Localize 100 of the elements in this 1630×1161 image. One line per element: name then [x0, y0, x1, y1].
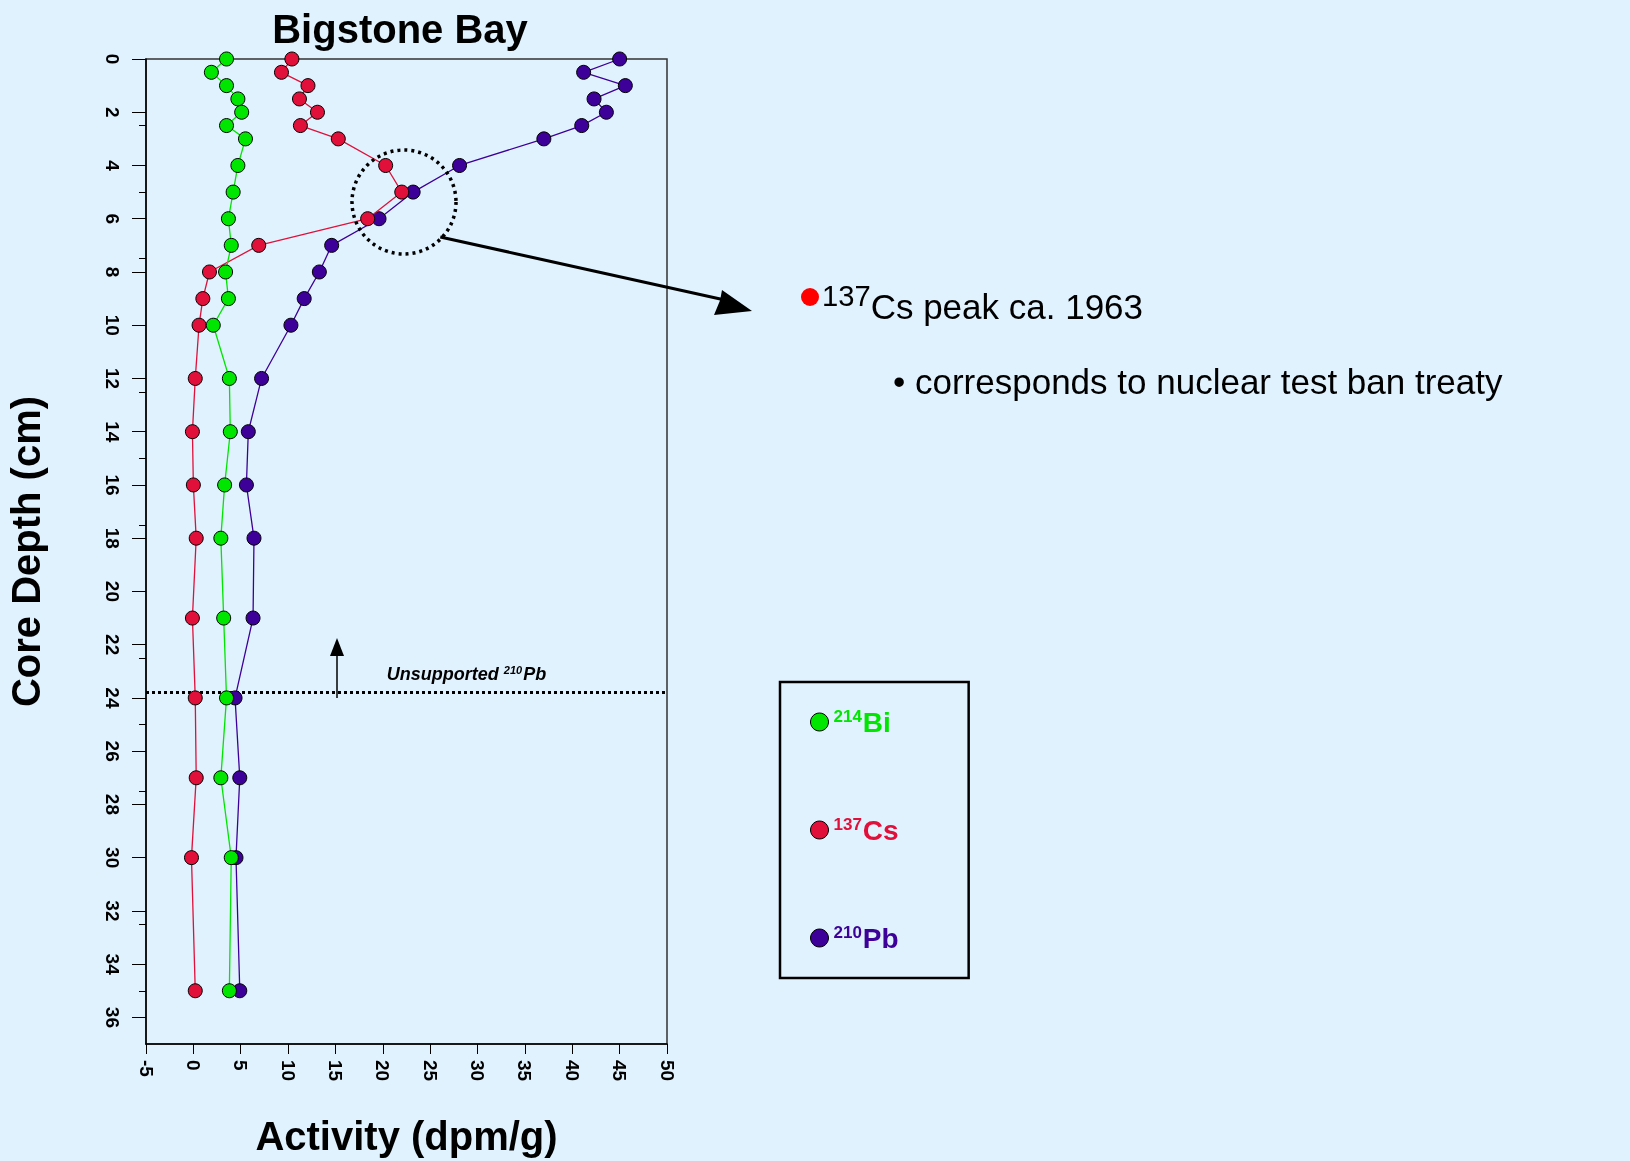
- y-tick-label: 34: [102, 953, 123, 976]
- point: [586, 91, 602, 107]
- x-tick-label: 5: [230, 1060, 252, 1071]
- point: [311, 264, 327, 280]
- point: [283, 317, 299, 333]
- point: [203, 64, 219, 80]
- point: [612, 51, 628, 67]
- point: [237, 131, 253, 147]
- point: [218, 264, 234, 280]
- point: [213, 770, 229, 786]
- chart-title: Bigstone Bay: [272, 7, 529, 51]
- point: [598, 104, 614, 120]
- point: [201, 264, 217, 280]
- x-tick-label: 30: [467, 1060, 489, 1082]
- point: [378, 157, 394, 173]
- y-tick-label: 20: [102, 580, 123, 602]
- point: [213, 530, 229, 546]
- point: [292, 118, 308, 134]
- point: [360, 211, 376, 227]
- point: [195, 291, 211, 307]
- point: [254, 370, 270, 386]
- x-axis-title: Activity (dpm/g): [255, 1114, 558, 1158]
- y-tick-label: 4: [102, 160, 123, 172]
- point: [245, 610, 261, 626]
- point: [223, 850, 239, 866]
- point: [300, 78, 316, 94]
- y-tick-label: 12: [102, 367, 123, 390]
- x-tick-label: 40: [561, 1060, 583, 1082]
- point: [188, 530, 204, 546]
- y-tick-label: 10: [102, 314, 123, 336]
- point: [221, 370, 237, 386]
- x-tick-label: 45: [609, 1060, 631, 1082]
- y-tick-label: 36: [102, 1006, 123, 1028]
- point: [225, 184, 241, 200]
- x-tick-label: 20: [372, 1060, 394, 1082]
- point: [234, 104, 250, 120]
- point: [273, 64, 289, 80]
- y-tick-label: 18: [102, 527, 123, 549]
- point: [219, 78, 235, 94]
- point: [230, 91, 246, 107]
- point: [230, 157, 246, 173]
- y-tick-label: 32: [102, 900, 123, 922]
- point: [291, 91, 307, 107]
- y-tick-label: 14: [102, 421, 123, 443]
- point: [187, 690, 203, 706]
- y-tick-label: 26: [102, 740, 123, 762]
- x-tick-label: 15: [324, 1060, 346, 1082]
- text: • corresponds to nuclear test ban treaty: [893, 362, 1503, 402]
- y-tick-label: 8: [102, 266, 123, 278]
- point: [232, 770, 248, 786]
- y-tick-label: 6: [102, 213, 123, 225]
- point: [394, 184, 410, 200]
- y-tick-label: 30: [102, 847, 123, 869]
- y-tick-label: 0: [102, 53, 123, 65]
- point: [238, 477, 254, 493]
- y-tick-label: 24: [102, 687, 123, 709]
- point: [220, 211, 236, 227]
- point: [191, 317, 207, 333]
- y-axis-title: Core Depth (cm): [4, 395, 48, 708]
- point: [187, 983, 203, 999]
- y-tick-label: 28: [102, 793, 123, 815]
- point: [330, 131, 346, 147]
- y-tick-label: 22: [102, 634, 123, 656]
- point: [188, 770, 204, 786]
- point: [217, 477, 233, 493]
- point: [324, 237, 340, 253]
- point: [284, 51, 300, 67]
- point: [246, 530, 262, 546]
- point: [251, 237, 267, 253]
- x-tick-label: 25: [419, 1060, 441, 1082]
- point: [222, 424, 238, 440]
- point: [219, 118, 235, 134]
- y-tick-label: 2: [102, 106, 123, 118]
- point: [576, 64, 592, 80]
- point: [221, 983, 237, 999]
- point: [205, 317, 221, 333]
- x-tick-label: 35: [514, 1060, 536, 1082]
- point: [240, 424, 256, 440]
- x-tick-label: 10: [277, 1060, 299, 1082]
- point: [223, 237, 239, 253]
- point: [452, 157, 468, 173]
- point: [536, 131, 552, 147]
- y-tick-label: 16: [102, 474, 123, 496]
- point: [309, 104, 325, 120]
- point: [219, 51, 235, 67]
- point: [220, 291, 236, 307]
- point: [187, 370, 203, 386]
- x-tick-label: 50: [656, 1060, 678, 1082]
- point: [296, 291, 312, 307]
- point: [185, 477, 201, 493]
- x-tick-label: -5: [135, 1060, 157, 1078]
- text: $^{137}$Cs peak ca. 1963: [822, 280, 1144, 327]
- point: [184, 424, 200, 440]
- point: [617, 78, 633, 94]
- point: [219, 690, 235, 706]
- point: [216, 610, 232, 626]
- point: [184, 610, 200, 626]
- point: [183, 850, 199, 866]
- point: [574, 118, 590, 134]
- x-tick-label: 0: [182, 1060, 204, 1071]
